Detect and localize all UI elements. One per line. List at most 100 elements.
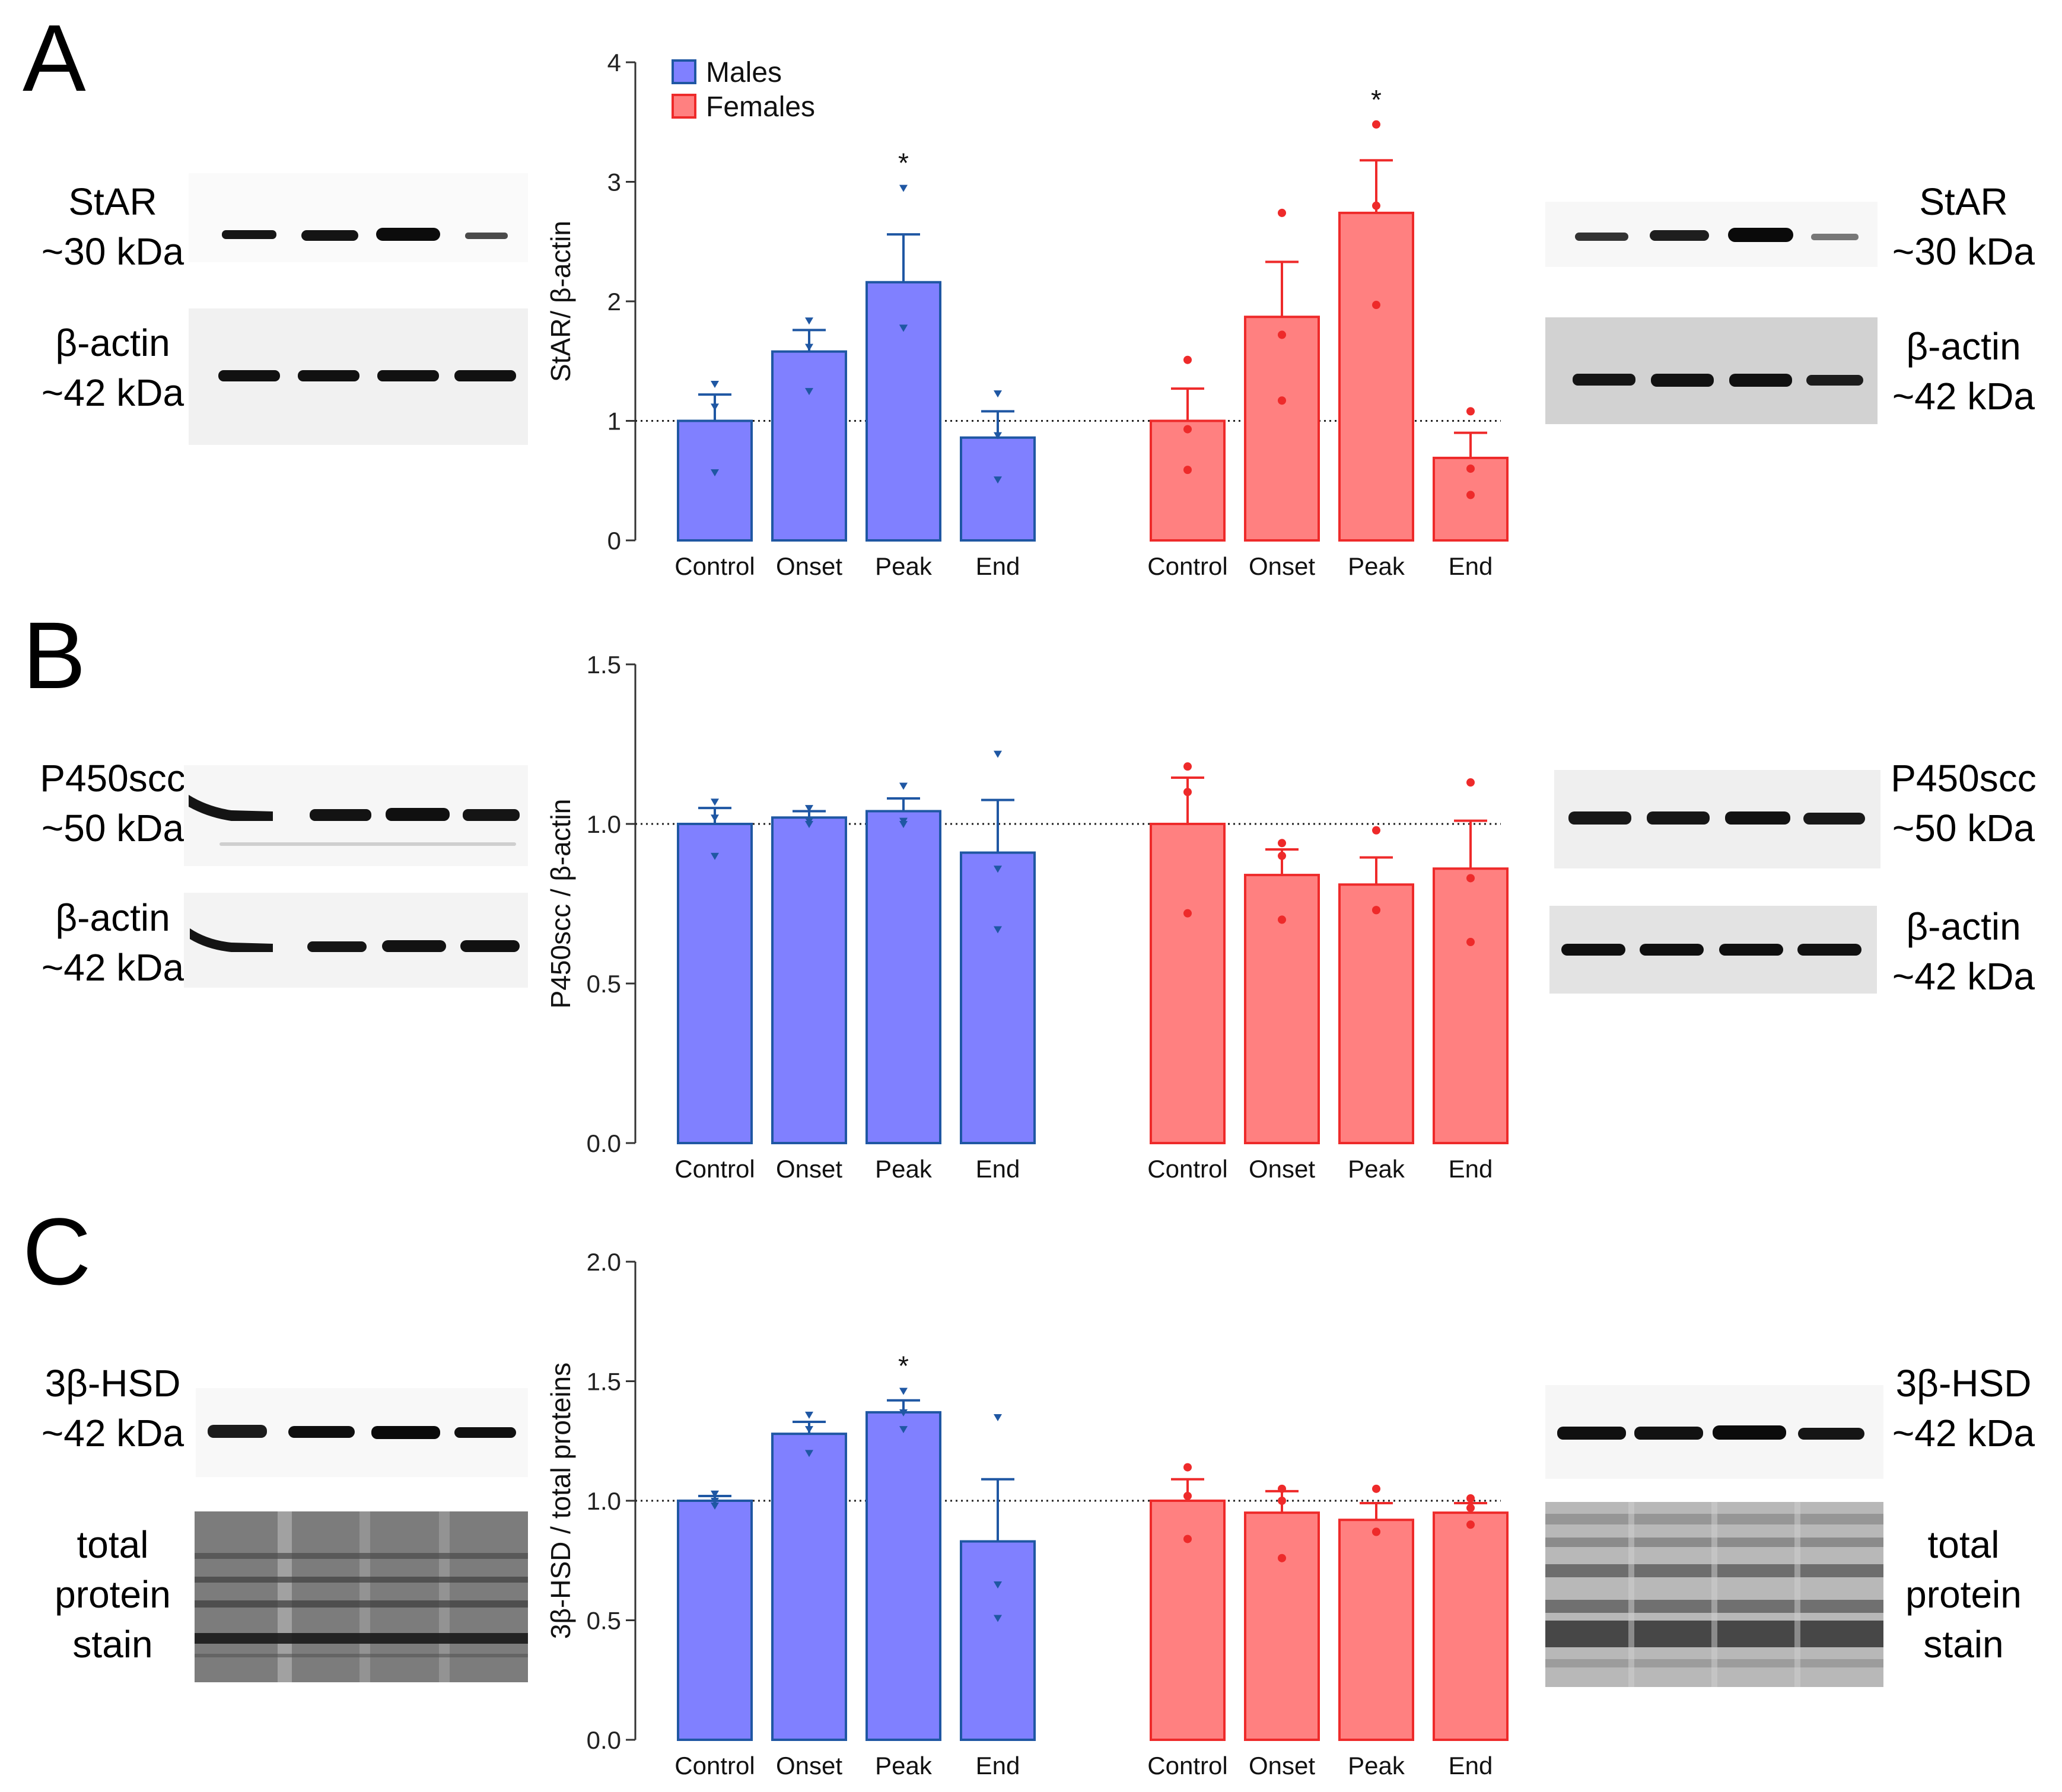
data-point (994, 1615, 1002, 1622)
data-point (1278, 1484, 1286, 1493)
blot-label: 3β-HSD ~42 kDa (24, 1358, 202, 1458)
bar (1338, 211, 1414, 542)
bar (1244, 1511, 1320, 1741)
category-label: Onset (1249, 1752, 1315, 1780)
western-blot-image (184, 893, 528, 988)
western-blot-image (1545, 317, 1878, 424)
category-label: Peak (875, 1752, 933, 1780)
bar (1433, 1511, 1509, 1741)
western-blot-image (189, 308, 528, 445)
bar-chart-p450scc: 0.0 0.5 1.0 1.5 P450scc / β-actin Control Onse… (545, 651, 1509, 1183)
significance-marker: * (898, 1351, 909, 1382)
bar (1244, 874, 1320, 1144)
y-tick-label: 0.0 (587, 1129, 621, 1157)
data-point (1183, 909, 1192, 918)
bar (1338, 1519, 1414, 1741)
bar (771, 350, 847, 542)
protein-name: 3β-HSD (44, 1362, 181, 1405)
data-point (994, 926, 1002, 934)
y-tick-label: 0.5 (587, 970, 621, 998)
category-label: Peak (1348, 1155, 1405, 1183)
western-blot-image (184, 765, 528, 866)
western-blot-image (1545, 202, 1878, 267)
data-point (994, 1414, 1002, 1421)
protein-name: P450scc (40, 757, 186, 800)
y-axis-label: P450scc / β-actin (545, 799, 576, 1009)
protein-name: total protein stain (55, 1523, 171, 1666)
y-tick-label: 1.5 (587, 651, 621, 679)
data-point (994, 390, 1002, 398)
protein-name: total protein stain (1905, 1523, 2022, 1666)
bar (865, 281, 941, 542)
data-point (1372, 1527, 1380, 1536)
data-point (899, 1409, 908, 1417)
bar (677, 419, 753, 542)
significance-marker: * (1371, 84, 1382, 115)
y-tick-label: 1 (607, 408, 621, 435)
protein-size: ~42 kDa (41, 371, 184, 414)
protein-name: P450scc (1891, 757, 2036, 800)
data-point (1278, 396, 1286, 405)
y-axis-label: StAR/ β-actin (545, 221, 576, 382)
data-point (1183, 1463, 1192, 1472)
blot-label: total protein stain (1869, 1520, 2058, 1669)
bar (960, 436, 1036, 542)
data-point (711, 1498, 719, 1505)
data-point (1466, 407, 1475, 416)
data-point (1466, 1494, 1475, 1503)
category-label: Peak (1348, 1752, 1405, 1780)
data-point (994, 750, 1002, 758)
protein-size: ~42 kDa (41, 946, 184, 989)
bar (1433, 867, 1509, 1144)
western-blot-image (1549, 906, 1877, 994)
data-point (1466, 491, 1475, 499)
western-blot-image (1545, 1502, 1883, 1687)
data-point (899, 1387, 908, 1395)
bar (1244, 316, 1320, 542)
panel-letter-b: B (23, 602, 86, 708)
data-point (1183, 1491, 1192, 1500)
bar (1338, 883, 1414, 1144)
western-blot-image (196, 1388, 528, 1477)
data-point (899, 782, 908, 790)
western-blot-image (195, 1511, 528, 1682)
data-point (711, 1503, 719, 1510)
data-point (805, 1426, 813, 1434)
category-label: Control (1147, 1752, 1227, 1780)
category-label: End (976, 1155, 1020, 1183)
data-point (994, 432, 1002, 440)
blot-label: β-actin ~42 kDa (24, 893, 202, 992)
bar (677, 823, 753, 1144)
bar (677, 1500, 753, 1741)
category-label: Onset (776, 1155, 842, 1183)
legend-label-females: Females (706, 91, 815, 123)
y-tick-label: 2 (607, 288, 621, 316)
protein-name: β-actin (55, 896, 170, 939)
category-label: Control (674, 1752, 755, 1780)
legend-swatch-males (672, 59, 696, 84)
data-point (1466, 464, 1475, 473)
blot-label: P450scc ~50 kDa (1869, 753, 2058, 853)
y-tick-label: 0 (607, 527, 621, 555)
data-point (711, 814, 719, 822)
data-point (1278, 839, 1286, 848)
y-axis-label: 3β-HSD / total proteins (545, 1363, 576, 1639)
bar (960, 851, 1036, 1144)
protein-size: ~42 kDa (1892, 375, 2035, 418)
data-point (1372, 1484, 1380, 1493)
y-tick-label: 2.0 (587, 1248, 621, 1276)
category-label: Control (1147, 1155, 1227, 1183)
data-point (711, 798, 719, 806)
data-point (1183, 425, 1192, 434)
western-blot-image (189, 173, 528, 262)
blot-label: StAR ~30 kDa (24, 177, 202, 276)
blot-label: StAR ~30 kDa (1869, 177, 2058, 276)
bar (771, 816, 847, 1144)
data-point (805, 317, 813, 325)
category-label: Onset (1249, 1155, 1315, 1183)
panel-letter-c: C (23, 1198, 91, 1304)
category-label: End (976, 552, 1020, 580)
data-point (1183, 355, 1192, 364)
category-label: End (1449, 552, 1493, 580)
protein-size: ~50 kDa (1892, 807, 2035, 849)
